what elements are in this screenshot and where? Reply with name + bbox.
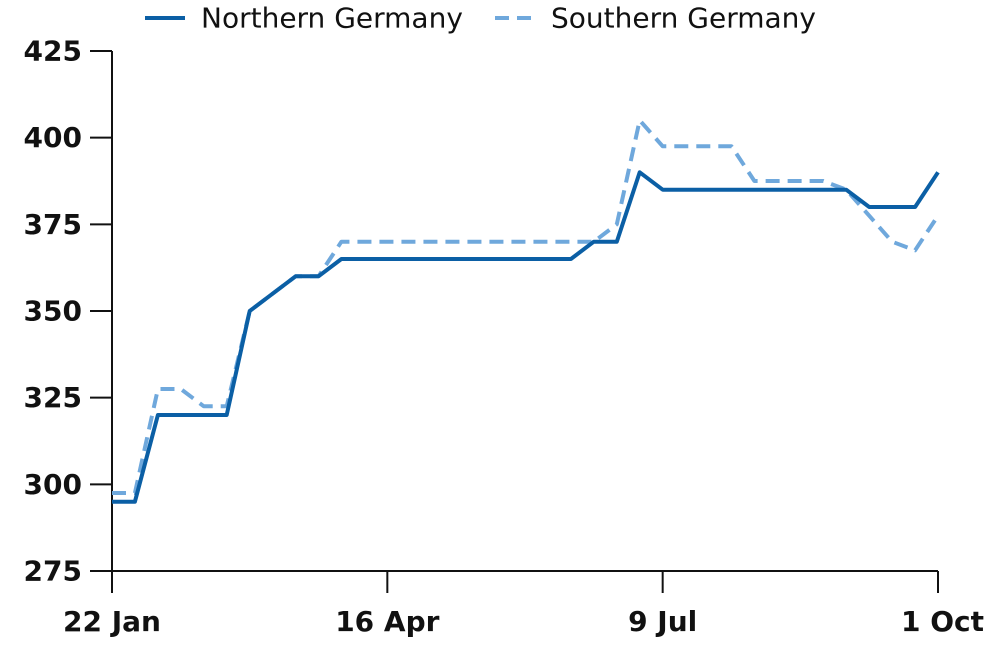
y-tick-label: 275 xyxy=(24,555,82,588)
x-tick-label: 16 Apr xyxy=(335,605,439,638)
series-layer xyxy=(112,118,940,504)
series-line-northern-germany xyxy=(112,170,940,504)
x-tick-label: 22 Jan xyxy=(63,605,161,638)
x-tick-label: 1 Oct xyxy=(901,605,984,638)
y-axis: 275 300 325 350 375 400 425 xyxy=(24,35,113,588)
legend-label: Northern Germany xyxy=(201,2,463,35)
x-tick-label: 9 Jul xyxy=(628,605,697,638)
legend: Northern Germany Southern Germany xyxy=(145,2,816,35)
legend-label: Southern Germany xyxy=(551,2,816,35)
y-tick-label: 300 xyxy=(24,468,82,501)
y-tick-label: 400 xyxy=(24,121,82,154)
y-tick-label: 425 xyxy=(24,35,82,68)
x-axis: 22 Jan 16 Apr 9 Jul 1 Oct xyxy=(63,570,984,638)
series-line-southern-germany xyxy=(112,118,940,495)
y-tick-label: 325 xyxy=(24,381,82,414)
y-tick-label: 375 xyxy=(24,208,82,241)
y-tick-label: 350 xyxy=(24,295,82,328)
